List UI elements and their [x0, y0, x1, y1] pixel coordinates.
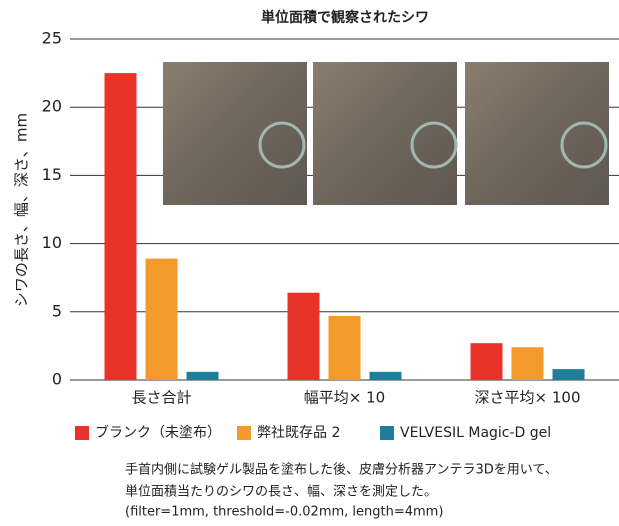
x-tick-label: 深さ平均× 100 [475, 389, 581, 407]
footnote: (filter=1mm, threshold=-0.02mm, length=4… [125, 505, 443, 520]
y-tick-label: 15 [42, 165, 62, 184]
skin-photo [163, 62, 307, 205]
legend-swatch [237, 426, 251, 440]
bar [186, 371, 219, 380]
bar [552, 369, 585, 380]
footnote: 手首内側に試験ゲル製品を塗布した後、皮膚分析器アンテラ3Dを用いて、 [125, 462, 558, 478]
y-tick-label: 5 [52, 301, 62, 320]
photos [163, 62, 609, 205]
bar [470, 343, 503, 380]
skin-photo [313, 62, 457, 205]
chart-title: 単位面積で観察されたシワ [261, 9, 429, 26]
legend-swatch [380, 426, 394, 440]
y-tick-label: 10 [42, 233, 62, 252]
photo-marker [560, 121, 608, 169]
y-axis-label: シワの長さ、幅、深さ、mm [13, 113, 31, 307]
x-tick-label: 幅平均× 10 [304, 389, 385, 407]
footnote: 単位面積当たりのシワの長さ、幅、深さを測定した。 [125, 484, 437, 500]
legend-label: 弊社既存品 2 [257, 425, 340, 441]
photo-marker [258, 121, 306, 169]
y-tick-label: 0 [52, 370, 62, 389]
x-tick-label: 長さ合計 [131, 389, 191, 407]
bar [104, 73, 137, 380]
bar [145, 258, 178, 380]
skin-photo [465, 62, 609, 205]
photo-marker [410, 121, 458, 169]
y-tick-label: 20 [42, 97, 62, 116]
bar [511, 347, 544, 380]
bar [287, 292, 320, 380]
plot: 0 5 10 15 20 25 長さ合計 幅平均× 10 深さ平均× 100 ブランク（未塗布） 弊… [42, 29, 619, 441]
bar [369, 371, 402, 380]
y-tick-label: 25 [42, 29, 62, 48]
bar [328, 315, 361, 380]
legend-label: VELVESIL Magic-D gel [400, 425, 551, 441]
legend-swatch [75, 426, 89, 440]
legend-label: ブランク（未塗布） [95, 424, 221, 441]
